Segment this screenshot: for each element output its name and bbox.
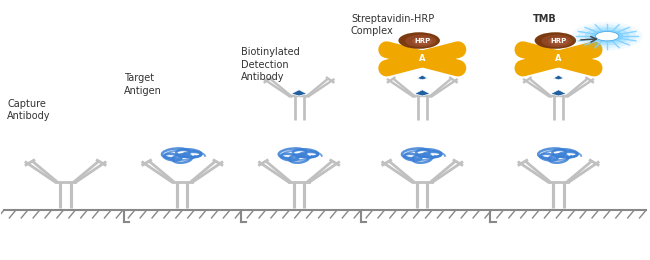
Circle shape — [548, 37, 569, 46]
Circle shape — [405, 35, 436, 47]
Polygon shape — [553, 75, 564, 80]
Polygon shape — [415, 90, 430, 96]
Circle shape — [398, 32, 440, 49]
Circle shape — [541, 35, 573, 47]
Polygon shape — [291, 90, 307, 96]
Circle shape — [548, 55, 569, 63]
Text: HRP: HRP — [551, 38, 567, 44]
Text: Capture
Antibody: Capture Antibody — [7, 99, 51, 121]
Text: TMB: TMB — [532, 14, 556, 24]
Polygon shape — [551, 90, 566, 96]
Circle shape — [584, 27, 630, 45]
Circle shape — [412, 37, 433, 46]
Text: Biotinylated
Detection
Antibody: Biotinylated Detection Antibody — [240, 47, 300, 82]
Polygon shape — [417, 75, 428, 80]
Text: Streptavidin-HRP
Complex: Streptavidin-HRP Complex — [351, 14, 434, 36]
Circle shape — [578, 24, 636, 48]
Text: A: A — [419, 54, 426, 63]
Circle shape — [571, 22, 643, 50]
Circle shape — [411, 55, 433, 63]
Text: HRP: HRP — [414, 38, 430, 44]
Text: Target
Antigen: Target Antigen — [124, 73, 162, 95]
Circle shape — [535, 32, 576, 49]
Circle shape — [595, 31, 619, 41]
Circle shape — [591, 30, 623, 43]
Text: A: A — [555, 54, 562, 63]
